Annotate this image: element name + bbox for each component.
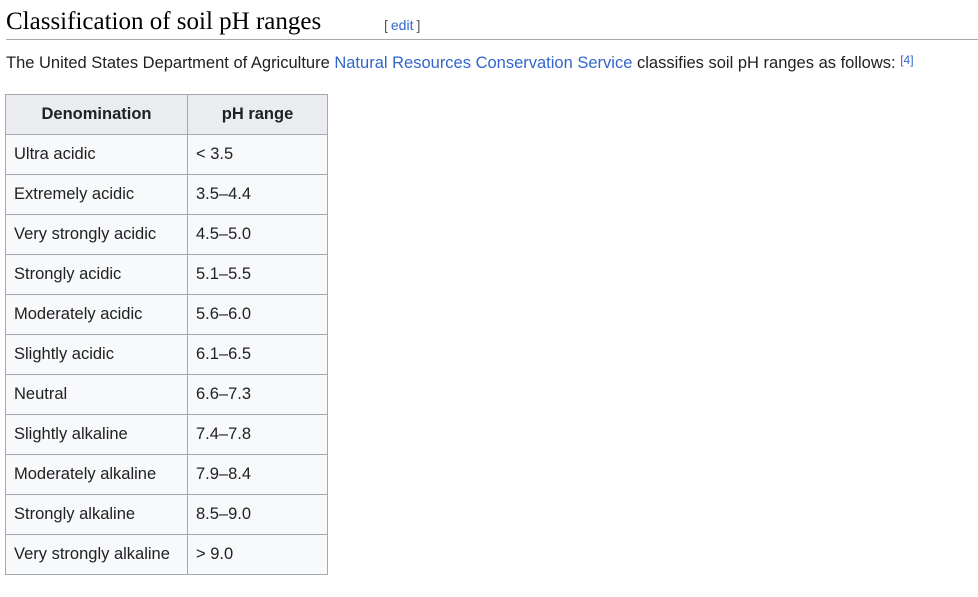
denomination-cell: Very strongly acidic — [5, 214, 188, 255]
ph-range-cell: 7.9–8.4 — [187, 454, 328, 495]
ph-classification-table: Denomination pH range Ultra acidic < 3.5… — [5, 94, 328, 575]
header-denomination: Denomination — [5, 94, 188, 135]
denomination-cell: Neutral — [5, 374, 188, 415]
table-row: Very strongly alkaline > 9.0 — [5, 534, 328, 575]
denomination-cell: Strongly alkaline — [5, 494, 188, 535]
edit-bracket-open: [ — [384, 17, 388, 33]
edit-section: [edit] — [384, 17, 420, 33]
table-row: Neutral 6.6–7.3 — [5, 374, 328, 415]
table-row: Strongly acidic 5.1–5.5 — [5, 254, 328, 295]
denomination-cell: Strongly acidic — [5, 254, 188, 295]
denomination-cell: Slightly acidic — [5, 334, 188, 375]
table-row: Slightly alkaline 7.4–7.8 — [5, 414, 328, 455]
citation-link[interactable]: [4] — [900, 53, 914, 67]
section-title: Classification of soil pH ranges — [6, 8, 322, 35]
ph-range-cell: > 9.0 — [187, 534, 328, 575]
citation-ref: [4] — [900, 53, 913, 67]
denomination-cell: Slightly alkaline — [5, 414, 188, 455]
table-row: Slightly acidic 6.1–6.5 — [5, 334, 328, 375]
ph-range-cell: 6.1–6.5 — [187, 334, 328, 375]
denomination-cell: Moderately acidic — [5, 294, 188, 335]
table-header-row: Denomination pH range — [5, 94, 328, 135]
denomination-cell: Ultra acidic — [5, 134, 188, 175]
section-heading: Classification of soil pH ranges [edit] — [6, 4, 978, 40]
intro-text-after: classifies soil pH ranges as follows: — [632, 54, 901, 72]
table-row: Very strongly acidic 4.5–5.0 — [5, 214, 328, 255]
denomination-cell: Very strongly alkaline — [5, 534, 188, 575]
denomination-cell: Moderately alkaline — [5, 454, 188, 495]
ph-range-cell: 6.6–7.3 — [187, 374, 328, 415]
ph-range-cell: 3.5–4.4 — [187, 174, 328, 215]
intro-paragraph: The United States Department of Agricult… — [6, 52, 914, 74]
ph-range-cell: 4.5–5.0 — [187, 214, 328, 255]
table-row: Extremely acidic 3.5–4.4 — [5, 174, 328, 215]
ph-range-cell: 5.6–6.0 — [187, 294, 328, 335]
ph-range-cell: < 3.5 — [187, 134, 328, 175]
table-row: Strongly alkaline 8.5–9.0 — [5, 494, 328, 535]
nrcs-link[interactable]: Natural Resources Conservation Service — [334, 54, 633, 72]
ph-range-cell: 8.5–9.0 — [187, 494, 328, 535]
ph-range-cell: 7.4–7.8 — [187, 414, 328, 455]
edit-bracket-close: ] — [416, 17, 421, 33]
table-row: Ultra acidic < 3.5 — [5, 134, 328, 175]
table-row: Moderately alkaline 7.9–8.4 — [5, 454, 328, 495]
denomination-cell: Extremely acidic — [5, 174, 188, 215]
edit-link[interactable]: edit — [390, 17, 414, 33]
ph-range-cell: 5.1–5.5 — [187, 254, 328, 295]
table-row: Moderately acidic 5.6–6.0 — [5, 294, 328, 335]
header-ph-range: pH range — [187, 94, 328, 135]
intro-text-before: The United States Department of Agricult… — [6, 54, 335, 72]
